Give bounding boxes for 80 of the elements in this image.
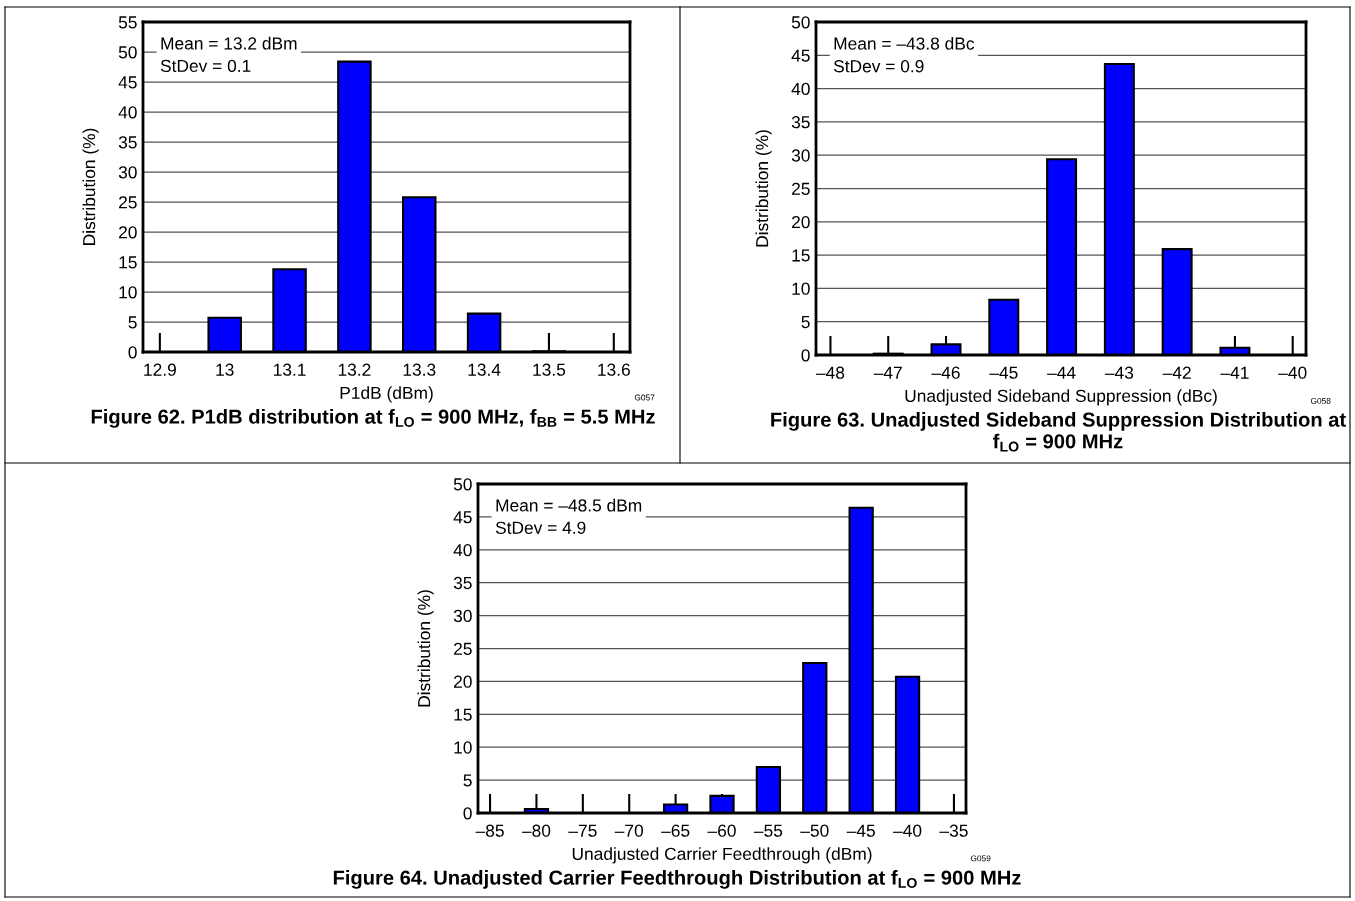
- y-tick-label: 45: [453, 511, 472, 524]
- x-tick-label: 13.3: [403, 363, 436, 376]
- y-tick-label: 40: [791, 82, 810, 96]
- text: Figure 62. P1dB distribution at f$_{LO}$ = 900 MHz, f$_{BB}$ = 5.5 MHz: [91, 409, 655, 428]
- x-tick-label: –85: [475, 824, 504, 837]
- x-tick-label: –55: [753, 824, 783, 837]
- annotation: Mean = –48.5 dBm: [496, 498, 642, 512]
- x-tick-label: –46: [931, 366, 960, 379]
- y-tick-label: 20: [454, 675, 472, 688]
- x-tick-label: 13: [216, 363, 234, 376]
- y-tick-label: 5: [801, 316, 810, 329]
- y-tick-label: 50: [791, 16, 810, 29]
- x-tick-label: –45: [989, 366, 1018, 379]
- y-tick-label: 30: [118, 166, 137, 179]
- y-tick-label: 15: [792, 249, 810, 262]
- annotation: Mean = 13.2 dBm: [161, 36, 297, 50]
- x-tick-label: –75: [568, 824, 597, 837]
- x-tick-label: –43: [1104, 366, 1134, 379]
- y-tick-label: 0: [128, 346, 137, 359]
- x-tick-label: –40: [893, 824, 922, 837]
- y-tick-label: 35: [118, 136, 137, 149]
- x-tick-label: –40: [1278, 366, 1307, 379]
- x-tick-label: –41: [1220, 366, 1249, 379]
- x-axis-title: Unadjusted Carrier Feedthrough (dBm): [572, 847, 872, 864]
- x-axis-title: P1dB (dBm): [340, 386, 433, 403]
- x-tick-label: –45: [846, 824, 875, 837]
- text: Figure 63. Unadjusted Sideband Suppression Distribution at f$_{LO}$ = 900 MHz: [771, 412, 1346, 452]
- x-tick-label: –47: [873, 366, 902, 379]
- x-tick-label: 13.1: [273, 363, 306, 376]
- y-tick-label: 30: [453, 609, 472, 623]
- text: Figure 64. Unadjusted Carrier Feedthrough Distribution at f$_{LO}$ = 900 MHz: [333, 870, 1021, 889]
- y-tick-label: 50: [118, 46, 137, 59]
- annotation: StDev = 4.9: [495, 521, 586, 534]
- y-tick-label: 15: [119, 256, 137, 269]
- y-tick-label: 15: [454, 708, 472, 721]
- y-tick-label: 50: [453, 478, 472, 491]
- x-tick-label: –35: [939, 824, 968, 837]
- x-tick-label: 13.2: [338, 363, 371, 376]
- y-tick-label: 40: [118, 106, 137, 119]
- x-tick-label: –42: [1162, 366, 1191, 379]
- x-tick-label: –60: [707, 824, 736, 837]
- y-axis-title: Distribution (%): [417, 590, 434, 707]
- x-tick-label: –50: [800, 824, 829, 837]
- y-tick-label: 20: [792, 215, 810, 229]
- y-axis-title: Distribution (%): [755, 130, 772, 247]
- y-tick-label: 20: [119, 226, 137, 239]
- x-tick-label: –80: [521, 824, 551, 837]
- y-tick-label: 0: [463, 807, 472, 820]
- x-tick-label: 13.6: [598, 363, 630, 376]
- text: G057: [634, 394, 655, 401]
- y-tick-label: 10: [792, 282, 810, 295]
- y-tick-label: 5: [128, 316, 137, 329]
- x-axis-title: Unadjusted Sideband Suppression (dBc): [905, 389, 1217, 406]
- x-tick-label: –65: [661, 824, 690, 837]
- x-tick-label: 13.4: [468, 363, 501, 376]
- y-tick-label: 0: [801, 349, 810, 362]
- y-tick-label: 5: [463, 774, 472, 787]
- annotation: StDev = 0.9: [833, 60, 924, 73]
- annotation: Mean = –43.8 dBc: [834, 36, 975, 50]
- y-tick-label: 25: [792, 182, 810, 195]
- text: G058: [1310, 397, 1331, 404]
- x-tick-label: –44: [1047, 366, 1076, 379]
- y-tick-label: 55: [118, 16, 137, 29]
- y-tick-label: 45: [791, 49, 810, 62]
- x-tick-label: –48: [815, 366, 845, 379]
- x-tick-label: –70: [614, 824, 644, 837]
- y-tick-label: 25: [119, 196, 137, 209]
- y-tick-label: 10: [119, 286, 137, 299]
- text: G059: [970, 855, 991, 862]
- y-tick-label: 35: [453, 576, 472, 590]
- y-tick-label: 35: [791, 116, 810, 129]
- y-tick-label: 10: [454, 741, 472, 754]
- y-tick-label: 25: [454, 642, 472, 655]
- y-axis-title: Distribution (%): [82, 128, 99, 245]
- y-tick-label: 30: [791, 149, 810, 162]
- annotation: StDev = 0.1: [160, 59, 251, 73]
- x-tick-label: 12.9: [144, 363, 176, 376]
- y-tick-label: 40: [453, 543, 472, 557]
- y-tick-label: 45: [118, 76, 137, 89]
- x-tick-label: 13.5: [533, 363, 566, 376]
